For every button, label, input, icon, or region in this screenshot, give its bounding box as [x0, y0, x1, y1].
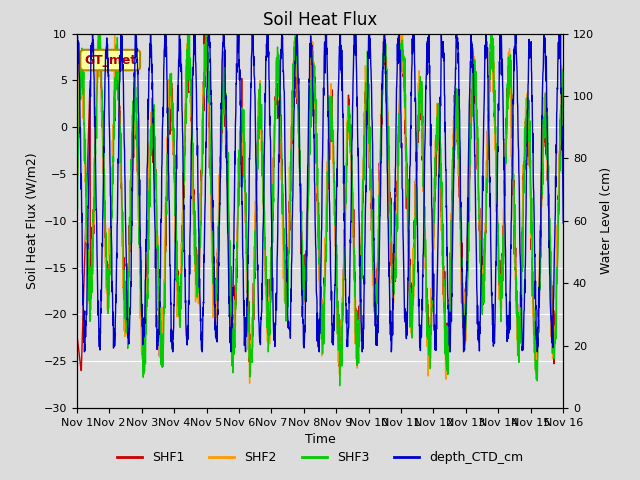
Line: SHF1: SHF1: [77, 34, 563, 376]
depth_CTD_cm: [559, 220, 567, 226]
Legend: SHF1, SHF2, SHF3, depth_CTD_cm: SHF1, SHF2, SHF3, depth_CTD_cm: [112, 446, 528, 469]
SHF3: [516, 311, 524, 317]
SHF2: [461, 289, 469, 295]
SHF2: [246, 380, 253, 386]
Text: GT_met: GT_met: [84, 54, 136, 67]
X-axis label: Time: Time: [305, 433, 335, 446]
depth_CTD_cm: [89, 31, 97, 36]
SHF3: [73, 186, 81, 192]
depth_CTD_cm: [73, 31, 81, 37]
SHF2: [345, 115, 353, 120]
SHF2: [94, 31, 102, 36]
SHF1: [73, 330, 81, 336]
depth_CTD_cm: [531, 215, 538, 221]
Line: SHF3: SHF3: [77, 34, 563, 386]
SHF3: [336, 383, 344, 389]
SHF2: [531, 338, 538, 344]
Y-axis label: Soil Heat Flux (W/m2): Soil Heat Flux (W/m2): [25, 153, 38, 289]
SHF2: [516, 267, 524, 273]
depth_CTD_cm: [516, 265, 524, 271]
SHF1: [516, 299, 524, 304]
SHF2: [559, 84, 567, 89]
SHF1: [200, 31, 208, 36]
SHF3: [334, 298, 342, 304]
SHF2: [209, 290, 216, 296]
SHF3: [531, 328, 538, 334]
depth_CTD_cm: [209, 198, 217, 204]
SHF1: [461, 318, 469, 324]
depth_CTD_cm: [334, 127, 342, 132]
SHF3: [559, 80, 567, 85]
Title: Soil Heat Flux: Soil Heat Flux: [263, 11, 377, 29]
depth_CTD_cm: [81, 349, 88, 355]
SHF2: [73, 193, 81, 199]
SHF3: [209, 240, 216, 246]
depth_CTD_cm: [345, 325, 353, 331]
Line: SHF2: SHF2: [77, 34, 563, 383]
SHF1: [209, 259, 216, 265]
depth_CTD_cm: [461, 321, 469, 326]
SHF1: [531, 319, 538, 324]
Y-axis label: Water Level (cm): Water Level (cm): [600, 167, 612, 275]
Line: depth_CTD_cm: depth_CTD_cm: [77, 34, 563, 352]
SHF3: [95, 31, 103, 36]
SHF3: [345, 123, 353, 129]
SHF1: [246, 373, 253, 379]
SHF1: [345, 92, 353, 98]
SHF1: [334, 320, 342, 325]
SHF2: [334, 338, 342, 344]
SHF1: [559, 88, 567, 94]
SHF3: [461, 313, 469, 319]
